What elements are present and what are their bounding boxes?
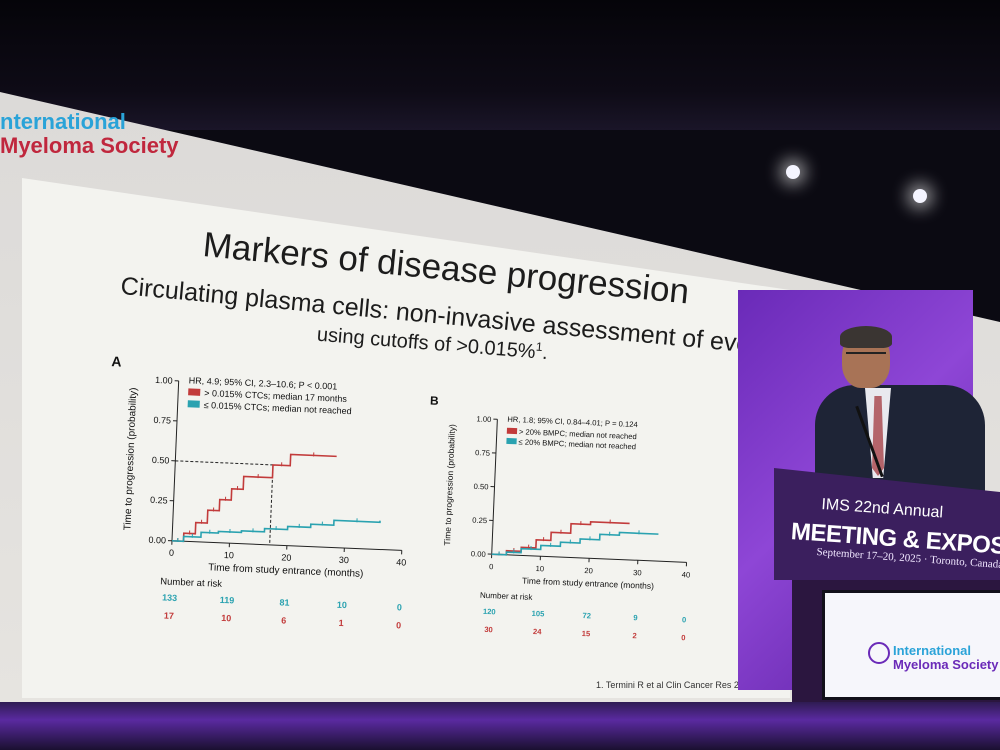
- x-tick-label: 10: [224, 550, 234, 560]
- x-axis-label: Time from study entrance (months): [208, 562, 364, 579]
- x-tick-label: 20: [584, 566, 593, 575]
- logo-line2: Myeloma Society: [0, 133, 179, 158]
- median-reference-line: [175, 460, 274, 466]
- monitor-logo-text: International Myeloma Society: [893, 644, 999, 672]
- y-tick-label: 0.25: [472, 516, 487, 526]
- x-tick-label: 10: [535, 564, 544, 573]
- x-tick-label: 40: [396, 557, 406, 567]
- society-logo-icon: [868, 642, 890, 664]
- legend-swatch: [506, 427, 518, 435]
- y-axis-label: Time to progression (probability): [122, 387, 139, 530]
- y-tick-label: 0.50: [473, 482, 488, 492]
- risk-table-cell: 10: [221, 613, 231, 623]
- y-tick-label: 1.00: [155, 375, 173, 386]
- risk-table-cell: 10: [337, 600, 347, 610]
- risk-table-cell: 0: [681, 633, 686, 642]
- ceiling-light: [913, 189, 927, 203]
- ceiling-light: [786, 165, 800, 179]
- risk-table-cell: 119: [220, 595, 235, 606]
- y-tick-label: 0.00: [148, 535, 166, 546]
- x-tick-label: 30: [633, 568, 642, 577]
- risk-table-cell: 30: [484, 625, 493, 634]
- km-curve: [491, 531, 659, 556]
- panel-letter: A: [111, 353, 122, 369]
- y-tick-label: 1.00: [476, 414, 491, 424]
- y-tick-label: 0.00: [471, 549, 486, 559]
- speaker-hair: [840, 326, 892, 348]
- km-curve: [171, 519, 381, 543]
- speaker-glasses: [846, 352, 886, 360]
- risk-table-cell: 15: [582, 629, 592, 638]
- x-tick-label: 0: [169, 548, 174, 558]
- risk-table-cell: 120: [483, 607, 496, 617]
- risk-table-cell: 24: [533, 627, 543, 636]
- risk-table-cell: 9: [633, 613, 638, 622]
- risk-table-cell: 0: [397, 602, 402, 612]
- median-reference-line: [269, 464, 274, 545]
- x-tick-label: 20: [281, 552, 291, 562]
- risk-table-cell: 0: [682, 615, 687, 624]
- x-axis-label: Time from study entrance (months): [522, 575, 654, 591]
- risk-table-title: Number at risk: [480, 591, 534, 602]
- monitor-line1: International: [893, 643, 972, 658]
- monitor-line2: Myeloma Society: [893, 657, 999, 672]
- x-tick-label: 0: [489, 562, 494, 571]
- y-axis-label: Time to progression (probability): [442, 424, 457, 546]
- km-curve: [491, 520, 630, 556]
- society-logo: nternational Myeloma Society: [0, 110, 179, 158]
- legend-swatch: [506, 437, 517, 445]
- confidence-monitor: [822, 590, 1000, 700]
- x-tick-label: 30: [339, 555, 349, 565]
- y-tick-label: 0.25: [150, 495, 168, 506]
- ceiling: [0, 0, 1000, 130]
- logo-line1: nternational: [0, 109, 126, 134]
- risk-table-title: Number at risk: [160, 576, 222, 590]
- risk-table-cell: 6: [281, 615, 286, 625]
- stage-floor: [0, 700, 1000, 750]
- risk-table-cell: 105: [531, 609, 545, 619]
- risk-table-cell: 72: [582, 611, 591, 620]
- x-axis: [171, 540, 402, 551]
- km-figure: A 0.00 0.25 0.50 0.75 1.00 0 10 20 30 40 Time from …: [97, 348, 749, 675]
- risk-table-cell: 17: [164, 610, 174, 620]
- legend-swatch: [188, 388, 201, 396]
- footnote-marker: 1: [535, 339, 544, 355]
- risk-table-cell: 133: [162, 592, 177, 603]
- risk-table-cell: 0: [396, 620, 401, 630]
- risk-table-cell: 1: [338, 618, 343, 628]
- km-curve: [171, 453, 337, 543]
- y-tick-label: 0.75: [153, 415, 171, 426]
- x-tick-label: 40: [682, 570, 691, 579]
- y-tick-label: 0.50: [152, 455, 170, 466]
- risk-table-cell: 2: [632, 631, 637, 640]
- y-tick-label: 0.75: [475, 448, 490, 458]
- reference: 1. Termini R et al Clin Cancer Res 2022: [596, 680, 754, 690]
- legend-swatch: [187, 400, 200, 408]
- panel-letter: B: [430, 393, 440, 407]
- risk-table-cell: 81: [279, 597, 289, 607]
